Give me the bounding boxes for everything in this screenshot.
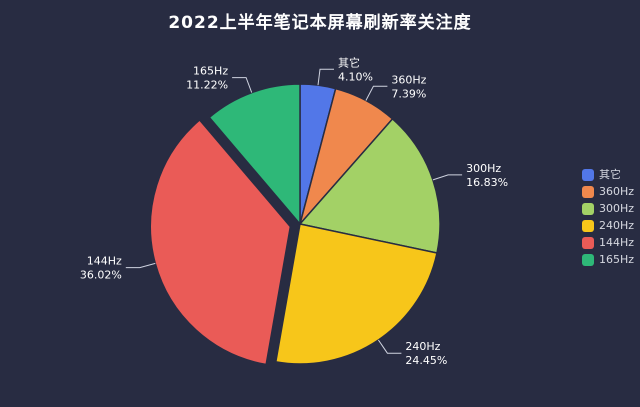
- legend-label-144Hz: 144Hz: [599, 236, 635, 249]
- label-line-165Hz: [232, 77, 253, 93]
- label-line-360Hz: [365, 85, 388, 101]
- legend-item-144Hz[interactable]: 144Hz: [582, 236, 634, 249]
- label-line-240Hz: [377, 339, 402, 354]
- legend-item-240Hz[interactable]: 240Hz: [582, 219, 634, 232]
- legend-item-165Hz[interactable]: 165Hz: [582, 253, 634, 266]
- slice-label-360Hz: 360Hz 7.39%: [391, 73, 426, 100]
- legend-item-其它[interactable]: 其它: [582, 168, 634, 181]
- legend-swatch-其它: [582, 168, 594, 181]
- slice-label-300Hz: 300Hz 16.83%: [466, 162, 508, 189]
- legend: 其它 360Hz 300Hz 240Hz 144Hz 165Hz: [582, 168, 634, 266]
- slice-label-其它: 其它 4.10%: [338, 55, 373, 83]
- slice-label-240Hz: 240Hz 24.45%: [405, 340, 447, 367]
- pie-slice-165Hz[interactable]: [208, 83, 301, 225]
- legend-label-240Hz: 240Hz: [599, 219, 635, 232]
- legend-swatch-300Hz: [582, 202, 594, 215]
- legend-item-360Hz[interactable]: 360Hz: [582, 185, 634, 198]
- legend-label-其它: 其它: [599, 168, 621, 181]
- slice-label-165Hz: 165Hz 11.22%: [186, 65, 228, 92]
- pie-slice-300Hz[interactable]: [299, 118, 441, 254]
- label-line-144Hz: [125, 262, 156, 269]
- chart-title: 2022上半年笔记本屏幕刷新率关注度: [168, 13, 472, 33]
- label-line-300Hz: [432, 174, 463, 181]
- pie-slice-240Hz[interactable]: [275, 223, 438, 365]
- legend-label-165Hz: 165Hz: [599, 253, 635, 266]
- pie-slice-144Hz[interactable]: [149, 119, 292, 366]
- legend-label-300Hz: 300Hz: [599, 202, 635, 215]
- legend-swatch-360Hz: [582, 185, 594, 198]
- slice-label-144Hz: 144Hz 36.02%: [80, 255, 122, 282]
- legend-item-300Hz[interactable]: 300Hz: [582, 202, 634, 215]
- legend-swatch-240Hz: [582, 219, 594, 232]
- label-line-其它: [317, 68, 334, 86]
- legend-label-360Hz: 360Hz: [599, 185, 635, 198]
- legend-swatch-144Hz: [582, 236, 594, 249]
- legend-swatch-165Hz: [582, 253, 594, 266]
